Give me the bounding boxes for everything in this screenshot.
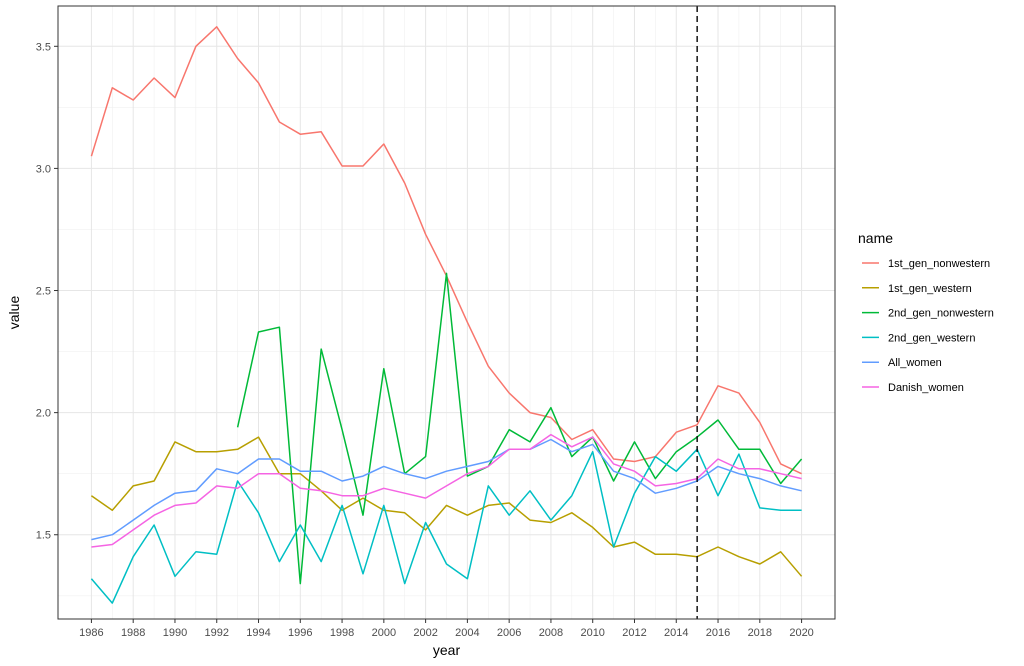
legend-label-2nd_gen_western: 2nd_gen_western [888, 332, 975, 344]
plot-border [57, 5, 836, 620]
legend-label-1st_gen_western: 1st_gen_western [888, 283, 972, 295]
legend-label-1st_gen_nonwestern: 1st_gen_nonwestern [888, 258, 990, 270]
minor-gridlines [58, 6, 835, 619]
x-tick-label: 2006 [497, 627, 521, 639]
y-tick-label: 3.5 [36, 41, 51, 53]
x-tick-label: 1992 [204, 627, 228, 639]
series-line-All_women [91, 438, 802, 541]
y-tick-label: 2.5 [36, 286, 51, 298]
x-tick-label: 2004 [455, 627, 479, 639]
series-line-2nd_gen_western [90, 448, 802, 604]
legend-label-All_women: All_women [888, 357, 942, 369]
x-tick-label: 2016 [706, 627, 730, 639]
x-axis: 1986 1988 1990 1992 1994 1996 1998 2000 2002 2004… [79, 619, 814, 639]
x-tick-label: 1986 [79, 627, 103, 639]
y-tick-label: 2.0 [36, 408, 51, 420]
x-axis-title: year [433, 642, 461, 658]
series-line-1st_gen_western [90, 436, 803, 577]
y-tick-label: 3.0 [36, 163, 51, 175]
legend: name 1st_gen_nonwestern 1st_gen_western 2n… [858, 230, 994, 394]
x-tick-label: 2014 [664, 627, 688, 639]
x-tick-label: 2010 [580, 627, 604, 639]
x-tick-label: 2020 [789, 627, 813, 639]
x-tick-label: 1996 [288, 627, 312, 639]
x-tick-label: 1990 [163, 627, 187, 639]
series-line-Danish_women [91, 433, 802, 548]
legend-label-2nd_gen_nonwestern: 2nd_gen_nonwestern [888, 308, 994, 320]
legend-label-Danish_women: Danish_women [888, 382, 964, 394]
series-line-2nd_gen_nonwestern [236, 272, 803, 585]
series-lines [90, 26, 803, 604]
y-axis-title: value [6, 296, 22, 330]
x-tick-label: 2012 [622, 627, 646, 639]
x-tick-label: 2018 [748, 627, 772, 639]
x-tick-label: 1988 [121, 627, 145, 639]
legend-title: name [858, 230, 893, 246]
major-gridlines [58, 6, 835, 619]
x-tick-label: 1994 [246, 627, 270, 639]
y-axis: 1.5 2.0 2.5 3.0 3.5 [36, 41, 58, 542]
x-tick-label: 2008 [539, 627, 563, 639]
x-tick-label: 2000 [372, 627, 396, 639]
x-tick-label: 2002 [413, 627, 437, 639]
x-tick-label: 1998 [330, 627, 354, 639]
y-tick-label: 1.5 [36, 530, 51, 542]
